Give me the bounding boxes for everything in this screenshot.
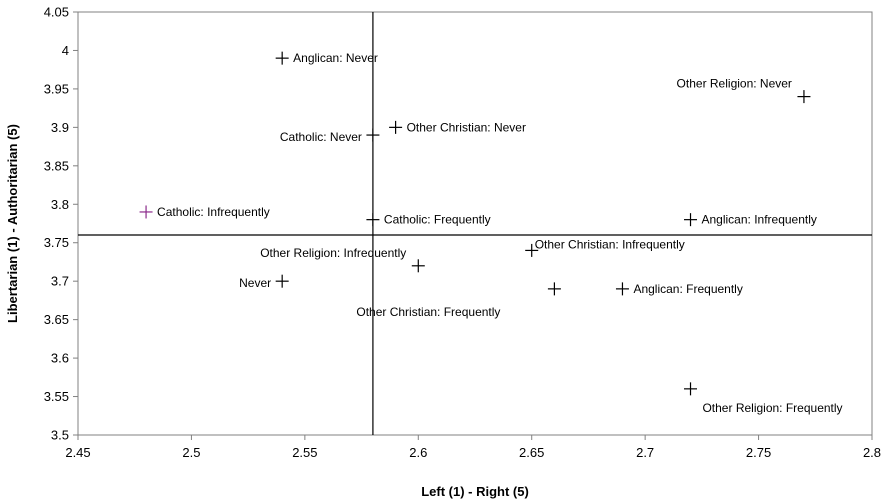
point-label: Anglican: Frequently [633, 282, 742, 296]
point-label: Other Religion: Frequently [702, 401, 842, 415]
x-tick-label: 2.45 [65, 445, 90, 460]
y-tick-label: 3.85 [44, 158, 69, 173]
y-tick-label: 3.5 [51, 428, 69, 443]
y-tick-label: 4 [62, 43, 69, 58]
scatter-point [411, 259, 425, 273]
x-tick-label: 2.75 [746, 445, 771, 460]
x-tick-label: 2.8 [863, 445, 881, 460]
scatter-point [684, 213, 698, 227]
y-tick-label: 3.75 [44, 235, 69, 250]
x-tick-label: 2.65 [519, 445, 544, 460]
point-label: Other Religion: Never [677, 77, 792, 91]
point-label: Catholic: Never [280, 130, 362, 144]
data-points [139, 51, 811, 396]
point-label: Other Christian: Frequently [356, 305, 500, 319]
plot-area-border [77, 11, 873, 436]
point-label: Catholic: Infrequently [157, 205, 270, 219]
y-tick-label: 3.65 [44, 312, 69, 327]
scatter-point [684, 382, 698, 396]
y-tick-label: 3.8 [51, 197, 69, 212]
x-tick-label: 2.5 [182, 445, 200, 460]
point-label: Other Christian: Never [407, 120, 526, 134]
scatter-point [139, 205, 153, 219]
x-tick-label: 2.7 [636, 445, 654, 460]
y-tick-label: 4.05 [44, 5, 69, 20]
y-tick-label: 3.95 [44, 81, 69, 96]
point-label: Never [239, 276, 271, 290]
point-label: Other Religion: Infrequently [260, 246, 406, 260]
point-label: Other Christian: Infrequently [535, 237, 685, 251]
x-tick-label: 2.55 [292, 445, 317, 460]
y-tick-label: 3.55 [44, 389, 69, 404]
scatter-point [366, 128, 380, 142]
scatter-point [275, 274, 289, 288]
y-tick-label: 3.7 [51, 274, 69, 289]
scatter-point [366, 213, 380, 227]
point-label: Anglican: Never [293, 51, 378, 65]
y-tick-label: 3.9 [51, 120, 69, 135]
x-tick-label: 2.6 [409, 445, 427, 460]
x-axis-title: Left (1) - Right (5) [421, 484, 529, 499]
scatter-point [275, 51, 289, 65]
scatter-point [797, 90, 811, 104]
point-labels: Anglican: Never Other Religion: Never Cath… [157, 51, 842, 415]
point-label: Catholic: Frequently [384, 213, 491, 227]
scatter-point [389, 120, 403, 134]
y-axis-title: Libertarian (1) - Authoritarian (5) [5, 124, 20, 323]
point-label: Anglican: Infrequently [702, 213, 817, 227]
scatter-point [547, 282, 561, 296]
axes: 2.45 2.5 2.55 2.6 2.65 2.7 2.75 2.8 3.5 3.55 3.6 3.… [44, 5, 881, 461]
y-tick-label: 3.6 [51, 351, 69, 366]
scatter-point [615, 282, 629, 296]
scatter-point [525, 243, 539, 257]
